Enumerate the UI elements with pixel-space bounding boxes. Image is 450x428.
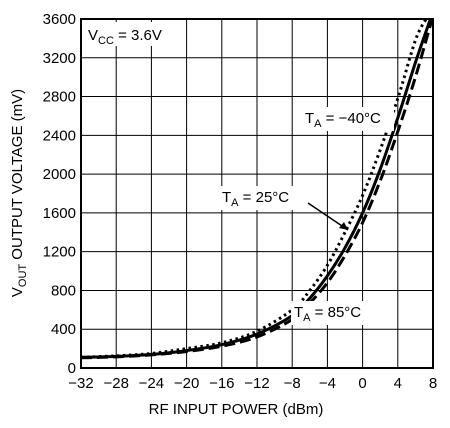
y-tick-label: 1600 [43, 205, 76, 222]
x-tick-label: 0 [358, 375, 366, 392]
y-tick-label: 2800 [43, 89, 76, 106]
y-tick-label: 3200 [43, 50, 76, 67]
y-tick-label: 0 [68, 360, 76, 377]
series-annotation: TA = 85°C [294, 304, 361, 324]
x-tick-label: −16 [209, 375, 234, 392]
x-tick-label: 8 [429, 375, 437, 392]
y-tick-label: 2000 [43, 166, 76, 183]
condition-label: VCC = 3.6V [88, 27, 162, 47]
annotation-bg [302, 107, 394, 131]
y-tick-label: 800 [51, 282, 76, 299]
y-tick-label: 400 [51, 321, 76, 338]
annotation-bg [219, 186, 311, 210]
plot-frame [80, 18, 434, 369]
x-tick-label: −8 [284, 375, 301, 392]
x-axis-label: RF INPUT POWER (dBm) [149, 401, 324, 418]
x-tick-label: −32 [68, 375, 93, 392]
condition-label-bg [85, 22, 177, 46]
tick-labels: −32 −28 −24 −20 −16 −12 −8 −4 0 4 8 0 400 800 1200 1600… [43, 11, 438, 392]
x-tick-label: −12 [244, 375, 269, 392]
series-line-0 [80, 18, 428, 359]
x-tick-label: −20 [174, 375, 199, 392]
series-annotation: TA = −40°C [305, 110, 381, 130]
y-axis-label: VOUT OUTPUT VOLTAGE (mV) [9, 89, 29, 297]
annotation-arrowhead [339, 222, 348, 230]
x-tick-label: 4 [394, 375, 402, 392]
x-tick-label: −24 [139, 375, 164, 392]
x-tick-label: −28 [103, 375, 128, 392]
y-tick-label: 1200 [43, 244, 76, 261]
y-tick-label: 3600 [43, 11, 76, 28]
annotations: TA = −40°C TA = 25°C TA = 85°C [219, 107, 394, 325]
annotation-bg [291, 301, 383, 325]
y-tick-label: 2400 [43, 127, 76, 144]
series-annotation: TA = 25°C [222, 189, 289, 209]
x-tick-label: −4 [319, 375, 336, 392]
